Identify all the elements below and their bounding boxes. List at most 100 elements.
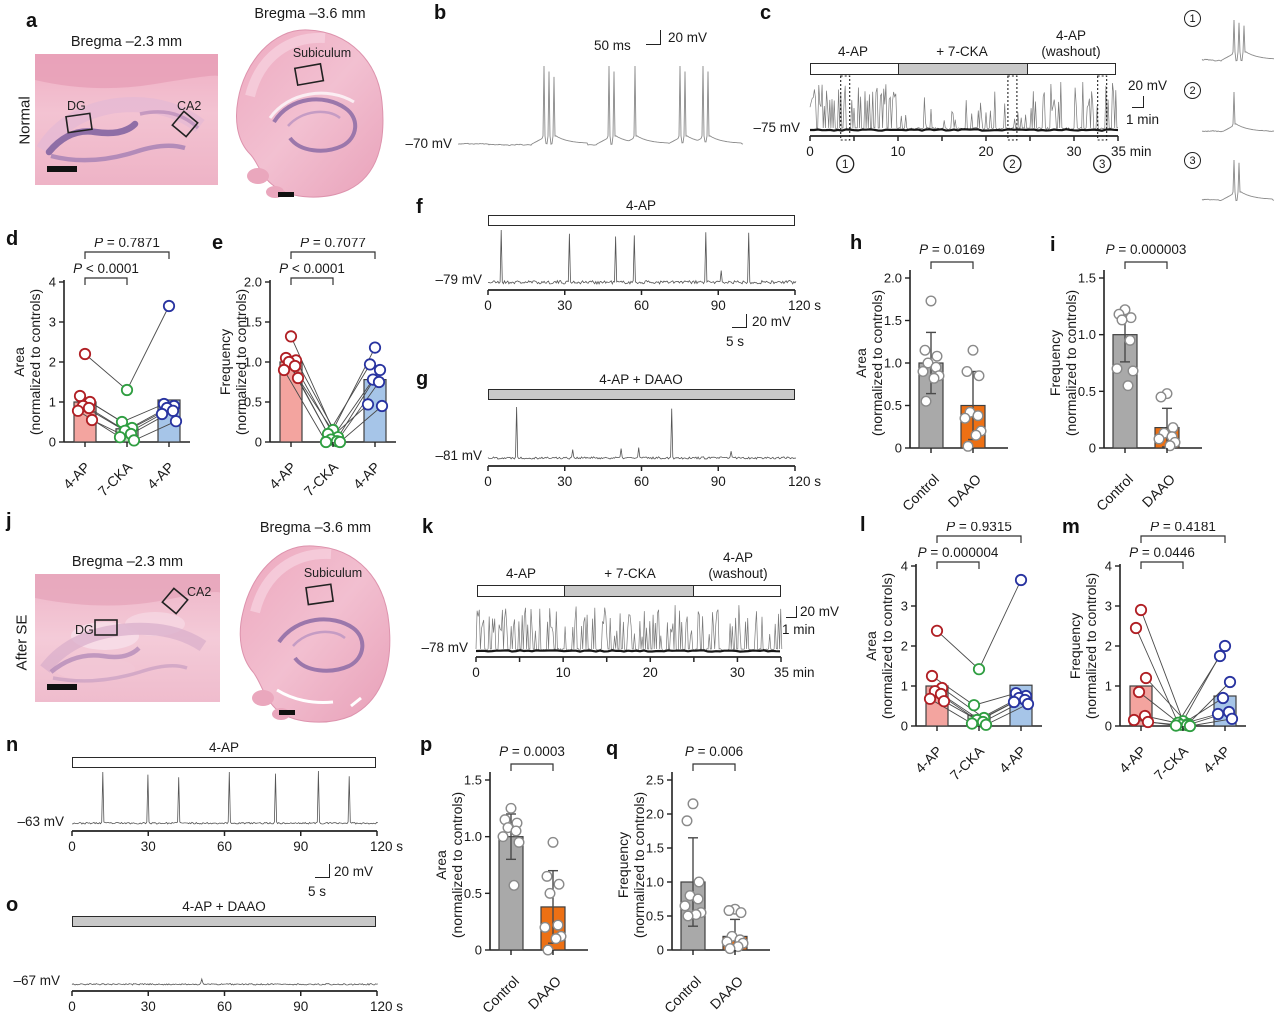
- m-chart-svg: Frequency (normalized to controls) 0 1 2 3 4 4-…: [1067, 519, 1246, 783]
- panel-label-j: j: [6, 510, 12, 532]
- c-drug-seg-4ap: [811, 64, 898, 74]
- svg-text:(normalized to controls): (normalized to controls): [869, 290, 885, 436]
- k-trace: 0 10 20 30 35 min: [472, 596, 832, 694]
- f-drug-bar: [488, 215, 795, 226]
- svg-text:(normalized to controls): (normalized to controls): [449, 792, 465, 938]
- o-trace: 0 30 60 90 120 s: [68, 928, 424, 1020]
- svg-text:20: 20: [978, 144, 993, 159]
- subiculum-roi-box: [305, 583, 335, 606]
- panel-label-n: n: [6, 734, 19, 756]
- histology-normal-coronal-image: Subiculum: [236, 29, 384, 198]
- p-chart-svg: Area (normalized to controls) 0 0.5 1.0 1.5 Co…: [433, 744, 588, 1016]
- svg-text:Control: Control: [661, 973, 704, 1016]
- k-scale-time-label: 1 min: [782, 622, 816, 637]
- svg-text:1.0: 1.0: [1078, 327, 1096, 342]
- row-label-after-se: After SE: [13, 614, 31, 671]
- dg-label: DG: [67, 99, 86, 113]
- svg-text:P = 0.0003: P = 0.0003: [499, 744, 565, 759]
- svg-text:1.0: 1.0: [884, 356, 902, 371]
- c-trace: 0 10 20 30 35 min 1 2 3: [806, 74, 1166, 182]
- panel-label-e: e: [212, 232, 224, 254]
- svg-text:Frequency: Frequency: [1047, 330, 1063, 396]
- c-inset2-number: 2: [1184, 82, 1201, 99]
- h-chart: Area (normalized to controls) 0 0.5 1.0 1.5 2.…: [852, 236, 1022, 531]
- svg-text:90: 90: [711, 474, 726, 489]
- svg-text:P = 0.006: P = 0.006: [685, 744, 743, 759]
- svg-text:P = 0.0446: P = 0.0446: [1129, 545, 1195, 560]
- svg-text:120 s: 120 s: [370, 839, 403, 854]
- svg-text:2: 2: [49, 355, 56, 370]
- g-baseline-label: –81 mV: [435, 448, 482, 463]
- scale-bar: [47, 166, 77, 172]
- svg-text:DAAO: DAAO: [707, 973, 746, 1012]
- b-scale-volt-label: 20 mV: [668, 30, 708, 45]
- k-baseline-label: –78 mV: [421, 640, 468, 655]
- n-baseline-label: –63 mV: [17, 814, 64, 829]
- svg-text:3: 3: [49, 315, 56, 330]
- q-chart-svg: Frequency (normalized to controls) 0 0.5 1.0…: [615, 744, 770, 1016]
- f-scale-time-label: 5 s: [726, 334, 745, 349]
- svg-text:2: 2: [1009, 159, 1015, 171]
- svg-text:1.5: 1.5: [1078, 271, 1096, 286]
- svg-text:30: 30: [557, 474, 572, 489]
- panel-label-b: b: [434, 2, 447, 24]
- svg-text:1.0: 1.0: [244, 355, 262, 370]
- g-trace: 0 30 60 90 120 s: [484, 402, 840, 494]
- svg-text:7-CKA: 7-CKA: [947, 742, 988, 783]
- panel-label-k: k: [422, 516, 434, 538]
- i-chart-svg: Frequency (normalized to controls) 0 0.5 1.0…: [1047, 242, 1202, 514]
- svg-text:Control: Control: [479, 973, 522, 1016]
- panel-label-d: d: [6, 228, 19, 250]
- svg-text:0: 0: [68, 839, 76, 854]
- svg-text:(normalized to controls): (normalized to controls): [631, 792, 647, 938]
- svg-text:0: 0: [475, 943, 482, 958]
- svg-text:4-AP: 4-AP: [1116, 743, 1149, 776]
- svg-text:1.5: 1.5: [884, 313, 902, 328]
- c-trace-svg: 0 10 20 30 35 min 1 2 3: [806, 75, 1152, 174]
- svg-text:P < 0.0001: P < 0.0001: [73, 261, 139, 276]
- o-drug-label: 4-AP + DAAO: [182, 899, 266, 914]
- panel-label-c: c: [760, 2, 772, 24]
- svg-text:90: 90: [711, 298, 726, 313]
- g-trace-svg: 0 30 60 90 120 s: [484, 406, 821, 489]
- dg-roi-box: [94, 619, 118, 636]
- svg-text:DAAO: DAAO: [1139, 471, 1178, 510]
- svg-text:Frequency: Frequency: [217, 329, 233, 395]
- svg-text:2.0: 2.0: [646, 807, 664, 822]
- svg-text:1.0: 1.0: [646, 875, 664, 890]
- b-scale-time-label: 50 ms: [594, 38, 631, 53]
- q-chart: Frequency (normalized to controls) 0 0.5 1.0…: [614, 738, 784, 1025]
- svg-text:4-AP: 4-AP: [912, 743, 945, 776]
- svg-text:10: 10: [556, 665, 571, 680]
- svg-text:Area: Area: [11, 347, 27, 377]
- svg-text:4-AP: 4-AP: [266, 459, 299, 492]
- k-drug2-label: + 7-CKA: [604, 566, 656, 581]
- svg-text:0.5: 0.5: [884, 398, 902, 413]
- svg-text:4-AP: 4-AP: [60, 459, 93, 492]
- svg-text:2: 2: [901, 639, 908, 654]
- svg-text:0.5: 0.5: [244, 395, 262, 410]
- svg-text:1: 1: [49, 395, 56, 410]
- svg-text:0: 0: [484, 298, 492, 313]
- svg-text:1: 1: [1105, 679, 1112, 694]
- ca2-label: CA2: [177, 99, 201, 113]
- panel-label-h: h: [850, 232, 863, 254]
- subiculum-label: Subiculum: [293, 46, 351, 60]
- c-inset2-trace: [1200, 84, 1276, 142]
- panel-label-l: l: [860, 514, 866, 536]
- k-scale-volt-label: 20 mV: [800, 604, 840, 619]
- panel-label-m: m: [1062, 516, 1080, 538]
- svg-text:3: 3: [1099, 159, 1105, 171]
- b-baseline-label: –70 mV: [405, 136, 452, 151]
- i-chart: Frequency (normalized to controls) 0 0.5 1.0…: [1046, 236, 1216, 531]
- svg-text:P < 0.0001: P < 0.0001: [279, 261, 345, 276]
- svg-text:0.5: 0.5: [1078, 384, 1096, 399]
- svg-text:0.5: 0.5: [646, 909, 664, 924]
- svg-text:7-CKA: 7-CKA: [1151, 742, 1192, 783]
- svg-text:1.5: 1.5: [464, 773, 482, 788]
- svg-text:30: 30: [141, 839, 156, 854]
- scale-bar: [278, 192, 294, 197]
- svg-text:P = 0.7077: P = 0.7077: [300, 238, 366, 250]
- svg-text:P = 0.0169: P = 0.0169: [919, 242, 985, 257]
